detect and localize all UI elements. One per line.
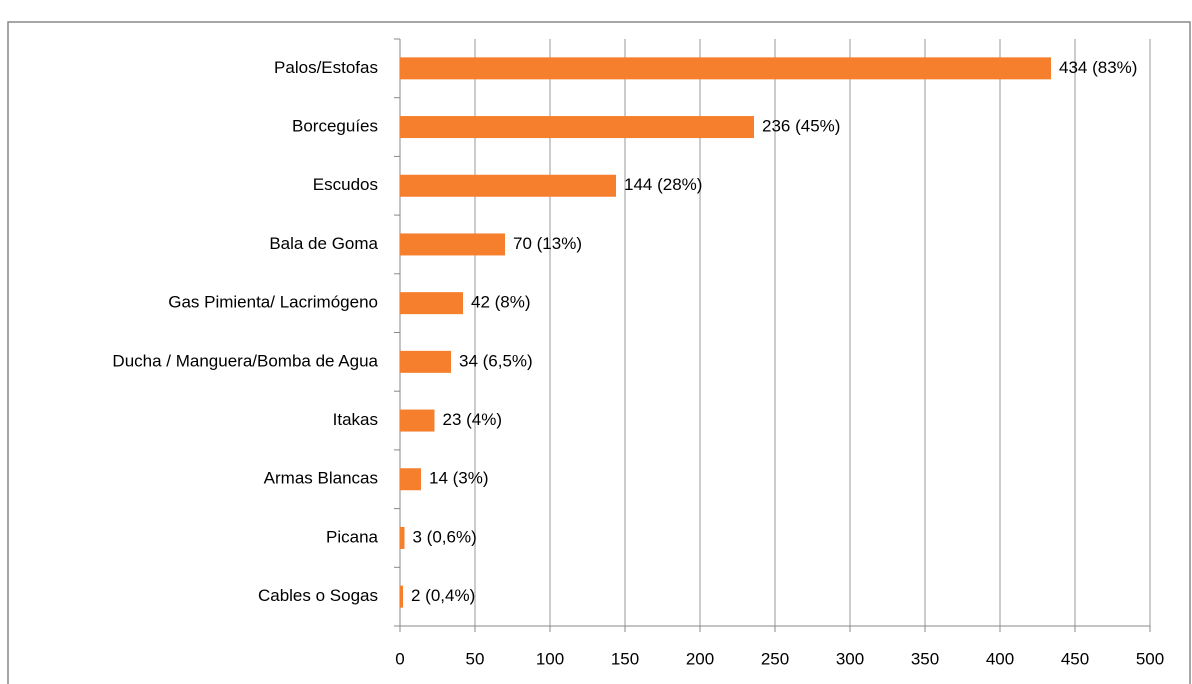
data-label: 434 (83%) [1059,58,1137,77]
data-label: 70 (13%) [513,234,582,253]
y-tick-label: Borceguíes [292,117,378,136]
bar [400,585,403,608]
y-tick-label: Gas Pimienta/ Lacrimógeno [168,293,378,312]
bar [400,409,435,432]
bar [400,468,421,491]
y-tick-label: Itakas [333,410,378,429]
x-tick-label: 500 [1136,649,1164,668]
data-label: 2 (0,4%) [411,586,475,605]
x-tick-label: 200 [686,649,714,668]
y-tick-label: Ducha / Manguera/Bomba de Agua [112,351,378,370]
x-tick-label: 0 [395,649,404,668]
y-tick-label: Escudos [313,175,378,194]
x-tick-label: 450 [1061,649,1089,668]
x-tick-label: 50 [466,649,485,668]
y-tick-label: Palos/Estofas [274,58,378,77]
bar [400,57,1051,80]
bar [400,526,405,549]
bar [400,233,505,256]
data-label: 14 (3%) [429,469,489,488]
x-tick-label: 100 [536,649,564,668]
bar [400,350,451,373]
data-label: 144 (28%) [624,175,702,194]
x-tick-label: 400 [986,649,1014,668]
bar [400,116,754,139]
y-tick-label: Bala de Goma [269,234,378,253]
data-label: 23 (4%) [443,410,503,429]
data-label: 42 (8%) [471,293,531,312]
data-label: 34 (6,5%) [459,351,533,370]
x-tick-label: 350 [911,649,939,668]
y-tick-label: Cables o Sogas [258,586,378,605]
x-tick-label: 300 [836,649,864,668]
y-tick-label: Armas Blancas [264,469,378,488]
bar [400,292,463,315]
y-tick-label: Picana [326,527,379,546]
data-label: 3 (0,6%) [413,527,477,546]
data-label: 236 (45%) [762,117,840,136]
x-tick-label: 250 [761,649,789,668]
chart-frame [7,21,1191,684]
bar [400,174,616,197]
x-tick-label: 150 [611,649,639,668]
